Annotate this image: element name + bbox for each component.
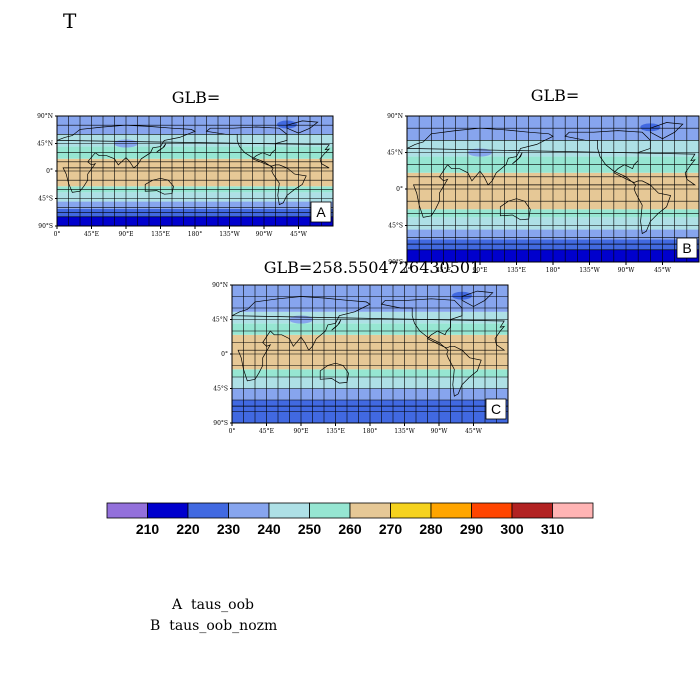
panel-a-title: GLB=	[171, 88, 221, 107]
mapa-lat-label: 0°	[46, 168, 53, 175]
mapc-coastline	[380, 298, 482, 397]
mapa-lon-label: 45°E	[84, 231, 99, 238]
mapc-lon-label: 90°W	[431, 428, 449, 435]
colorbar-swatch	[552, 502, 594, 519]
mapa-lat-label: 90°N	[37, 113, 53, 120]
legend-line-b: B taus_oob_nozm	[150, 618, 278, 634]
colorbar-swatch	[187, 502, 229, 519]
mapc-lat-label: 0°	[221, 351, 228, 358]
colorbar-label: 250	[298, 521, 322, 537]
mapa-lat-label: 45°N	[37, 141, 53, 148]
map-panel-c: 90°N45°N0°45°S90°S0° 45°E 90°E 135°E 180° 135…	[212, 282, 509, 435]
mapc-lon-label: 45°W	[465, 428, 483, 435]
mapc-lon-label: 135°W	[394, 428, 415, 435]
mapa-lon-label: 90°E	[118, 231, 133, 238]
mapa-lon-label: 45°W	[290, 231, 308, 238]
colorbar-label: 210	[136, 521, 160, 537]
colorbar-label: 240	[257, 521, 281, 537]
mapa-lon-label: 135°W	[219, 231, 240, 238]
colorbar-swatch	[349, 502, 391, 519]
mapb-coastline	[649, 122, 684, 140]
mapb-lat-label: 90°S	[388, 259, 403, 266]
mapa-lat-label: 45°S	[38, 196, 53, 203]
colorbar-swatch	[268, 502, 310, 519]
mapa-coastline	[205, 126, 307, 206]
mapc-tag-label: C	[491, 401, 501, 417]
colorbar-swatch	[511, 502, 553, 519]
mapc-lat-label: 45°N	[212, 317, 228, 324]
mapb-tag-box	[676, 237, 698, 259]
colorbar-swatch	[390, 502, 432, 519]
mapb-lat-label: 0°	[396, 186, 403, 193]
mapb-lat-label: 45°N	[387, 150, 403, 157]
mapa-tag-box	[310, 201, 332, 223]
mapc-lon-label: 0°	[229, 428, 236, 435]
mapb-lat-label: 90°N	[387, 113, 403, 120]
mapa-lon-label: 90°W	[256, 231, 274, 238]
mapb-coastline	[499, 198, 531, 221]
panel-c-title: GLB=258.5504726430501	[263, 258, 481, 277]
colorbar-label: 300	[500, 521, 524, 537]
mapb-coastline	[406, 127, 697, 218]
colorbar-swatch	[228, 502, 270, 519]
colorbar-swatch	[430, 502, 472, 519]
mapc-lon-label: 180°	[363, 428, 377, 435]
colorbar-label: 270	[379, 521, 403, 537]
colorbar: 210 220 230 240 250 260 270 280 290 300 310	[106, 502, 594, 537]
mapb-lon-label: 135°W	[579, 267, 600, 274]
colorbar-label: 280	[419, 521, 443, 537]
mapa-lat-label: 90°S	[38, 223, 53, 230]
mapa-lon-label: 135°E	[151, 231, 170, 238]
mapa-coastline	[144, 177, 174, 195]
mapc-coastline	[231, 296, 506, 382]
page-title: T	[63, 9, 77, 33]
mapb-lon-label: 90°W	[618, 267, 636, 274]
legend-line-a: A taus_oob	[172, 597, 255, 613]
mapb-lon-label: 180°	[546, 267, 560, 274]
mapa-coastline	[156, 143, 167, 153]
panel-b-title: GLB=	[530, 86, 580, 105]
mapb-lon-label: 135°E	[507, 267, 526, 274]
mapa-lon-label: 180°	[188, 231, 202, 238]
mapb-lat-label: 45°S	[388, 223, 403, 230]
colorbar-swatch	[309, 502, 351, 519]
colorbar-swatch	[106, 502, 148, 519]
mapb-coastline	[564, 130, 672, 235]
mapc-coastline	[331, 319, 342, 331]
mapb-coastline	[512, 152, 523, 165]
map-panel-b: 90°N45°N0°45°S90°S0° 45°E 90°E 135°E 180° 135…	[387, 113, 700, 274]
mapc-lat-label: 90°N	[212, 282, 228, 289]
mapc-tag-box	[485, 398, 507, 420]
mapb-lon-label: 45°E	[436, 267, 451, 274]
mapc-lat-label: 45°S	[213, 386, 228, 393]
colorbar-label: 290	[460, 521, 484, 537]
colorbar-label: 260	[338, 521, 362, 537]
mapa-coastline	[56, 124, 331, 193]
colorbar-label: 230	[217, 521, 241, 537]
mapb-lon-label: 0°	[404, 267, 411, 274]
mapb-lon-label: 45°W	[654, 267, 672, 274]
colorbar-swatch	[471, 502, 513, 519]
colorbar-label: 310	[541, 521, 565, 537]
mapc-coastline	[319, 362, 349, 384]
mapb-lon-label: 90°E	[472, 267, 487, 274]
colorbar-label: 220	[176, 521, 200, 537]
mapb-tag-label: B	[682, 240, 691, 256]
mapa-tag-label: A	[316, 204, 326, 220]
mapc-lon-label: 90°E	[293, 428, 308, 435]
mapc-lon-label: 135°E	[326, 428, 345, 435]
colorbar-swatch	[147, 502, 189, 519]
mapc-lon-label: 45°E	[259, 428, 274, 435]
map-panel-a: 90°N45°N0°45°S90°S0° 45°E 90°E 135°E 180° 135…	[37, 113, 334, 238]
mapa-lon-label: 0°	[54, 231, 61, 238]
mapc-lat-label: 90°S	[213, 420, 228, 427]
mapc-coastline	[461, 290, 494, 307]
mapa-coastline	[286, 120, 319, 134]
